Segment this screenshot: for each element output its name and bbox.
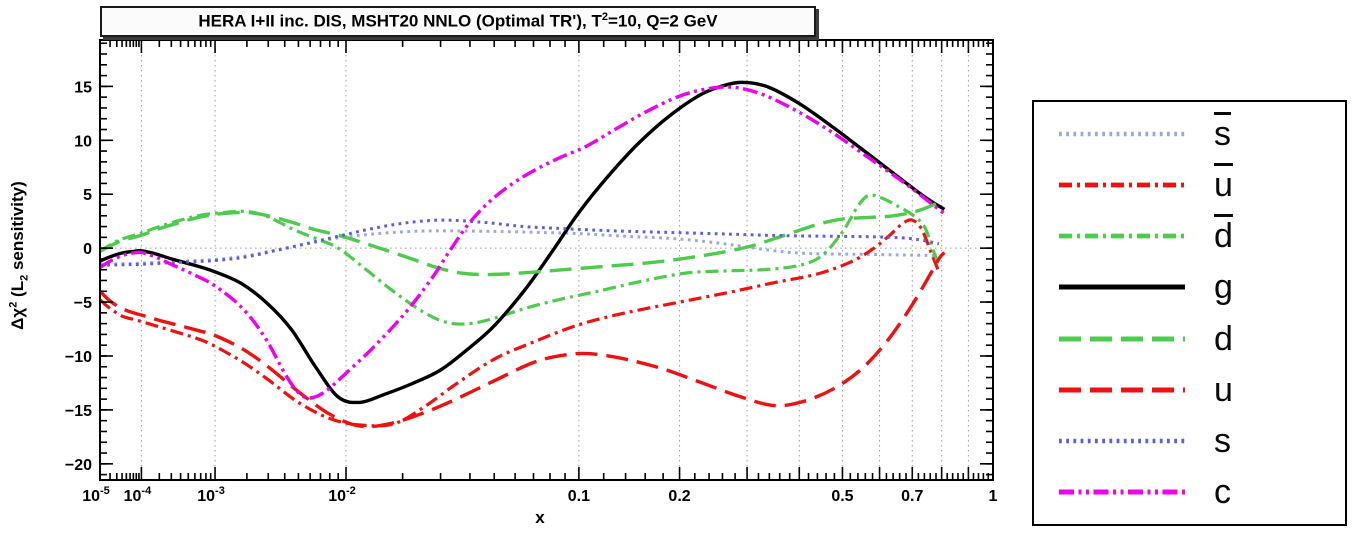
- plot-title: HERA I+II inc. DIS, MSHT20 NNLO (Optimal…: [198, 11, 718, 31]
- tick-labels: 10-5 10-4 10-3 10-2 0.1 0.2 0.5 0.7 1 15 10 5 0 −5 −10…: [65, 79, 998, 505]
- series-ubar: [100, 218, 941, 428]
- legend-line-sample-s: [1059, 438, 1185, 444]
- svg-text:10-2: 10-2: [328, 485, 356, 505]
- legend-line-sample-dbar: [1059, 233, 1185, 239]
- series-g: [100, 80, 946, 405]
- svg-text:15: 15: [74, 79, 92, 96]
- legend-line-sample-d: [1059, 336, 1185, 342]
- svg-text:1: 1: [989, 488, 998, 505]
- legend-item-sbar: s: [1034, 111, 1345, 157]
- legend-item-u: u: [1034, 367, 1345, 413]
- legend-line-sample-ubar: [1059, 182, 1185, 188]
- svg-text:0.2: 0.2: [668, 488, 690, 505]
- legend-label-ubar: u: [1214, 165, 1233, 204]
- series-c: [100, 85, 946, 400]
- svg-text:−20: −20: [65, 457, 92, 474]
- svg-text:10-5: 10-5: [82, 485, 110, 505]
- legend-label-g: g: [1214, 268, 1233, 307]
- legend-line-sample-u: [1059, 387, 1185, 393]
- svg-text:−15: −15: [65, 403, 92, 420]
- plot-title-box: HERA I+II inc. DIS, MSHT20 NNLO (Optimal…: [100, 6, 816, 37]
- legend-label-c: c: [1214, 473, 1231, 512]
- series-s: [100, 218, 940, 267]
- legend-label-dbar: d: [1214, 217, 1233, 256]
- series-d: [100, 199, 946, 277]
- legend-label-s: s: [1214, 422, 1231, 461]
- svg-text:10: 10: [74, 133, 92, 150]
- y-axis-label: Δχ2 (L2 sensitivity): [7, 181, 31, 330]
- legend-item-s: s: [1034, 418, 1345, 464]
- legend-label-u: u: [1214, 370, 1233, 409]
- series-group: [100, 80, 946, 429]
- legend-item-g: g: [1034, 264, 1345, 310]
- svg-text:10-3: 10-3: [197, 485, 225, 505]
- plot-frame: [99, 39, 994, 481]
- axis-ticks: [99, 40, 994, 480]
- svg-text:10-4: 10-4: [124, 485, 152, 505]
- svg-text:0.1: 0.1: [568, 488, 590, 505]
- series-u: [100, 251, 946, 429]
- legend-line-sample-sbar: [1059, 131, 1185, 136]
- legend-line-sample-c: [1059, 489, 1185, 495]
- svg-text:0.7: 0.7: [901, 488, 923, 505]
- legend-item-ubar: u: [1034, 162, 1345, 208]
- legend-line-sample-g: [1059, 284, 1185, 290]
- legend-label-d: d: [1214, 319, 1233, 358]
- svg-text:5: 5: [83, 187, 92, 204]
- legend-item-dbar: d: [1034, 213, 1345, 259]
- legend-label-sbar: s: [1214, 114, 1231, 153]
- svg-text:−10: −10: [65, 349, 92, 366]
- svg-text:−5: −5: [74, 295, 92, 312]
- svg-text:0: 0: [83, 241, 92, 258]
- svg-text:0.5: 0.5: [831, 488, 853, 505]
- x-axis-label: x: [535, 508, 545, 527]
- legend-item-c: c: [1034, 469, 1345, 515]
- legend-item-d: d: [1034, 316, 1345, 362]
